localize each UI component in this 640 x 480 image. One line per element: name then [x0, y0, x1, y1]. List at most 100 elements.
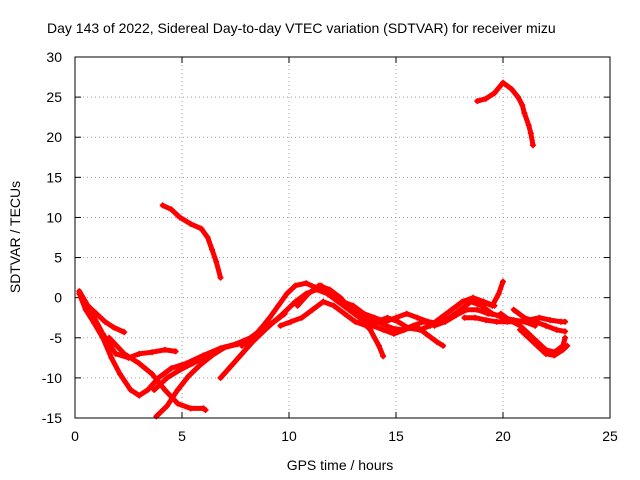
data-point: [164, 374, 171, 381]
data-point: [217, 274, 224, 281]
plot-frame: [74, 56, 611, 419]
data-point: [258, 325, 265, 332]
data-point: [309, 306, 316, 313]
data-point: [277, 322, 284, 329]
data-point: [328, 290, 335, 297]
data-point: [367, 326, 374, 333]
data-point: [527, 130, 534, 137]
data-point: [187, 220, 194, 227]
y-axis-label: SDTVAR / TECUs: [7, 181, 23, 293]
y-tick-label: -15: [42, 410, 62, 426]
data-point: [542, 350, 549, 357]
data-point: [403, 310, 410, 317]
data-point: [159, 202, 166, 209]
data-point: [221, 344, 228, 351]
data-point: [547, 317, 554, 324]
data-point: [168, 365, 175, 372]
data-point: [514, 94, 521, 101]
data-point: [185, 373, 192, 380]
data-point: [112, 350, 119, 357]
y-tick-label: -5: [50, 330, 63, 346]
data-point: [303, 280, 310, 287]
y-tick-label: 0: [54, 290, 62, 306]
data-point: [382, 318, 389, 325]
data-point: [101, 318, 108, 325]
data-point: [553, 326, 560, 333]
data-point: [339, 298, 346, 305]
data-point: [388, 325, 395, 332]
data-point: [517, 326, 524, 333]
data-point: [491, 90, 498, 97]
data-point: [508, 86, 515, 93]
data-point: [341, 310, 348, 317]
data-point: [564, 342, 571, 349]
data-point: [238, 342, 245, 349]
data-point: [467, 298, 474, 305]
data-point: [292, 298, 299, 305]
data-point: [472, 314, 479, 321]
data-point: [305, 290, 312, 297]
data-point: [551, 352, 558, 359]
data-point: [320, 298, 327, 305]
x-tick-label: 5: [178, 428, 186, 444]
data-point: [89, 310, 96, 317]
data-point: [238, 350, 245, 357]
x-tick-label: 0: [71, 428, 79, 444]
data-point: [234, 341, 241, 348]
data-point: [433, 338, 440, 345]
data-point: [136, 360, 143, 367]
grid-lines: [75, 57, 610, 418]
data-point: [562, 328, 569, 335]
data-point: [136, 392, 143, 399]
data-point: [536, 314, 543, 321]
data-point: [294, 302, 301, 309]
data-point: [99, 330, 106, 337]
data-point: [318, 282, 325, 289]
data-point: [330, 302, 337, 309]
data-point: [110, 324, 117, 331]
data-point: [489, 302, 496, 309]
chart-title: Day 143 of 2022, Sidereal Day-to-day VTE…: [47, 20, 556, 36]
data-point: [174, 386, 181, 393]
data-point: [121, 350, 128, 357]
data-point: [495, 290, 502, 297]
data-point: [380, 353, 387, 360]
data-point: [474, 98, 481, 105]
data-point: [127, 386, 134, 393]
data-point: [369, 322, 376, 329]
x-tick-label: 15: [388, 428, 404, 444]
data-point: [172, 348, 179, 355]
data-point: [281, 309, 288, 316]
data-series: [76, 79, 571, 420]
data-point: [510, 306, 517, 313]
data-point: [497, 310, 504, 317]
axes: 0 5 10 15 20 25 -15 -10 -5 0 5 10 15 20 25 30: [42, 49, 618, 444]
data-point: [448, 306, 455, 313]
data-point: [202, 406, 209, 413]
data-point: [529, 142, 536, 149]
data-point: [500, 79, 506, 86]
data-point: [482, 317, 489, 324]
data-point: [108, 354, 115, 361]
data-point: [422, 330, 429, 337]
data-point: [164, 402, 171, 409]
data-point: [395, 318, 402, 325]
data-point: [474, 306, 481, 313]
series-line-arc-17: [517, 327, 570, 358]
data-point: [106, 334, 113, 341]
data-point: [461, 314, 468, 321]
data-point: [136, 350, 143, 357]
y-tick-label: 15: [46, 169, 62, 185]
data-point: [298, 314, 305, 321]
data-point: [187, 405, 194, 412]
data-point: [76, 288, 83, 295]
data-point: [202, 354, 209, 361]
data-point: [176, 214, 183, 221]
data-point: [478, 298, 485, 305]
data-point: [266, 314, 273, 321]
series-line-arc-6: [151, 347, 221, 393]
x-tick-label: 10: [281, 428, 297, 444]
data-point: [189, 360, 196, 367]
data-point: [559, 346, 566, 353]
